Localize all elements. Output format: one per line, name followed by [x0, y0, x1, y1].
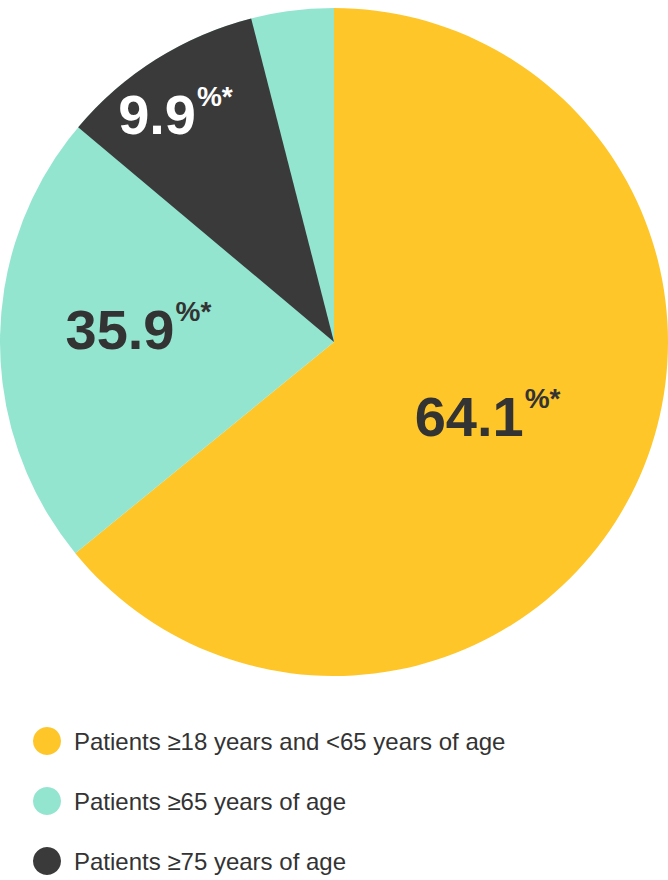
svg-text:35.9: 35.9 [66, 298, 175, 361]
svg-text:Patients ≥18 years and <65 yea: Patients ≥18 years and <65 years of age [74, 728, 505, 755]
svg-text:Patients ≥75 years of age: Patients ≥75 years of age [74, 848, 346, 875]
svg-text:%*: %* [525, 383, 561, 414]
svg-text:Patients ≥65 years of age: Patients ≥65 years of age [74, 788, 346, 815]
svg-text:%*: %* [197, 81, 233, 112]
svg-text:%*: %* [176, 296, 212, 327]
svg-text:64.1: 64.1 [415, 385, 524, 448]
svg-text:9.9: 9.9 [118, 83, 196, 146]
